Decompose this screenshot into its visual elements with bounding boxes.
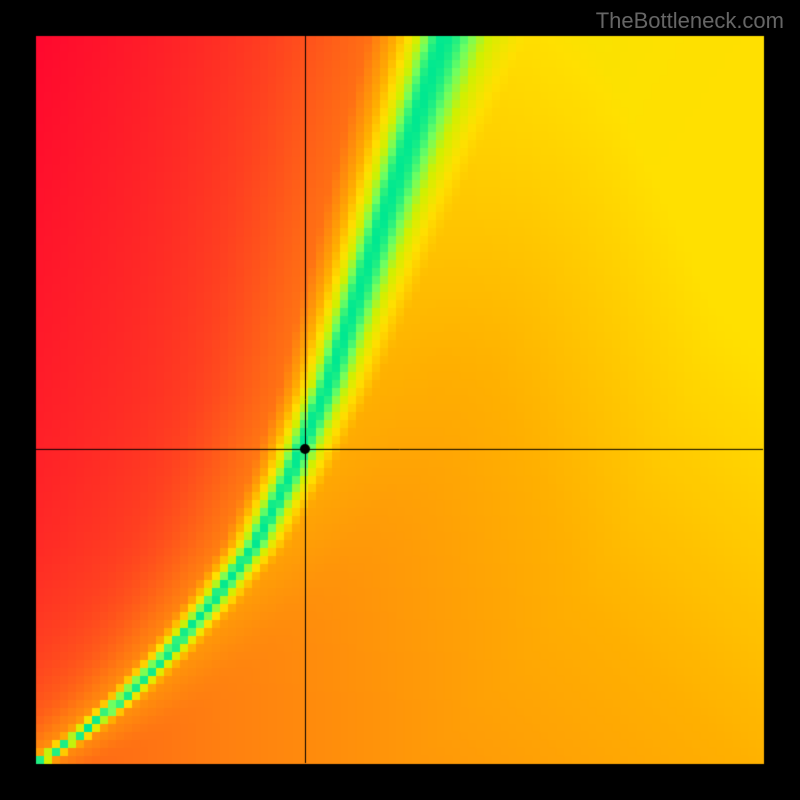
heatmap-canvas (0, 0, 800, 800)
watermark-text: TheBottleneck.com (596, 8, 784, 34)
bottleneck-heatmap-container: TheBottleneck.com (0, 0, 800, 800)
